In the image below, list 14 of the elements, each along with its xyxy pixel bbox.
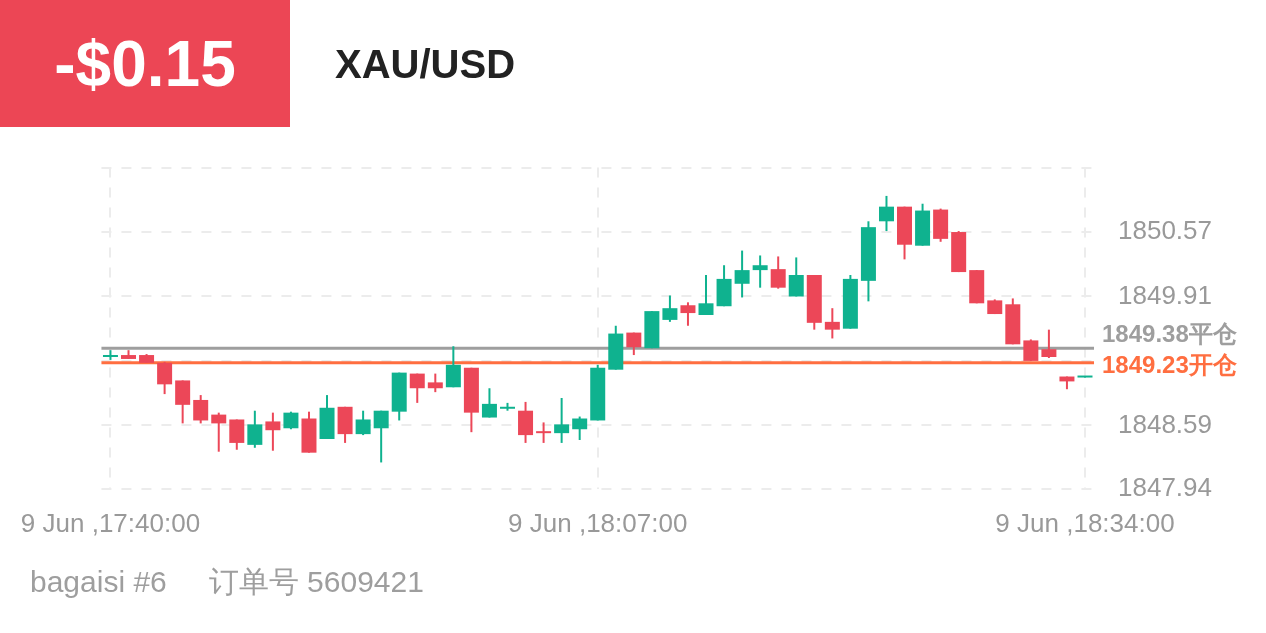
text: bagaisi #6 — [30, 565, 167, 598]
x-tick-label: 9 Jun ,18:34:00 — [995, 507, 1175, 538]
x-tick-label: 9 Jun ,17:40:00 — [20, 507, 201, 538]
ref-line-label: 1849.23开仓 — [1102, 351, 1238, 379]
y-tick-label: 1847.94 — [1118, 471, 1212, 502]
text: -$0.15 — [0, 0, 290, 127]
y-tick-label: 1850.57 — [1118, 215, 1212, 246]
text: 订单号 5609421 — [208, 565, 424, 598]
ref-line-label: 1849.38平仓 — [1102, 319, 1238, 347]
x-tick-label: 9 Jun ,18:07:00 — [508, 507, 688, 538]
y-tick-label: 1849.91 — [1118, 279, 1212, 310]
y-tick-label: 1848.59 — [1118, 408, 1212, 439]
candlestick — [536, 422, 552, 443]
chart-title: XAU/USD — [335, 42, 516, 87]
